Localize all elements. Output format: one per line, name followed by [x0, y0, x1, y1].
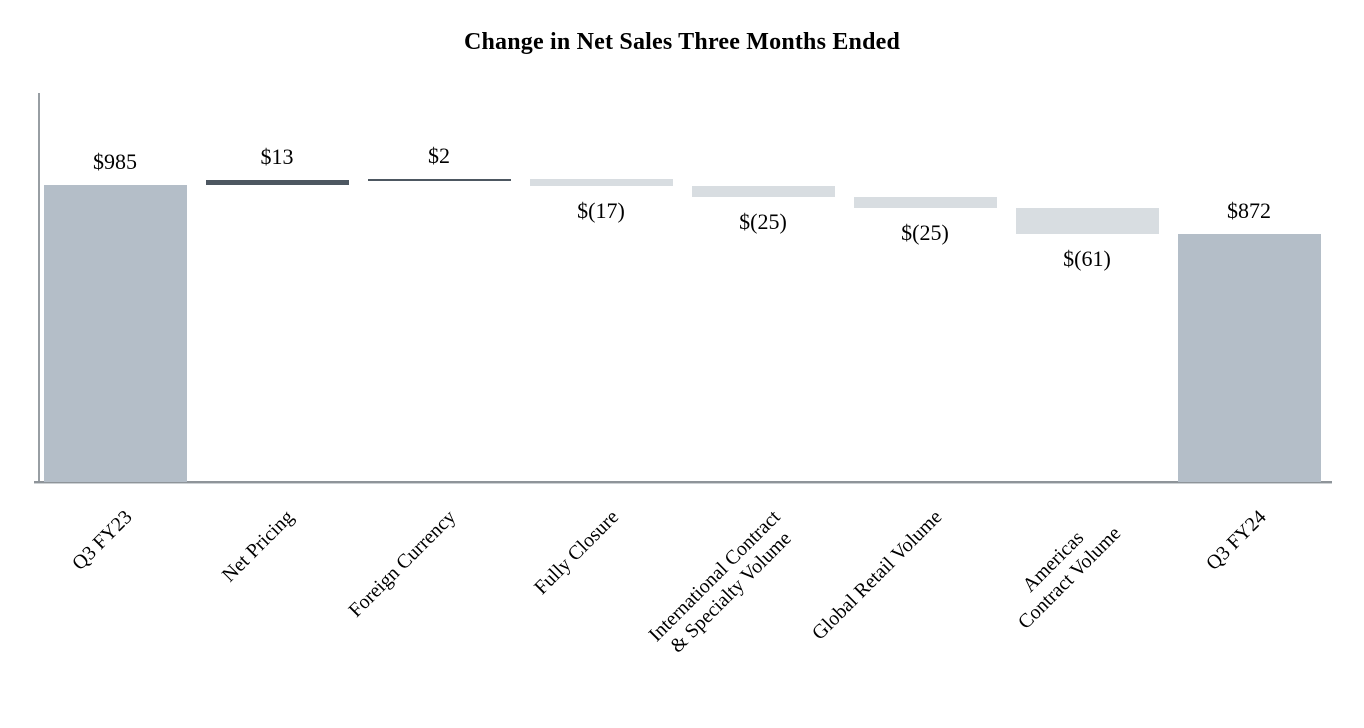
- value-label-q3-fy23: $985: [93, 149, 137, 175]
- bar-q3-fy23: [43, 185, 187, 482]
- value-label-foreign-currency: $2: [428, 142, 450, 168]
- category-label-q3-fy23: Q3 FY23: [67, 506, 137, 575]
- bar-foreign-currency: [367, 178, 511, 182]
- category-label-international-contract-specialty-volume: International Contract & Specialty Volum…: [644, 506, 796, 658]
- category-label-net-pricing: Net Pricing: [218, 506, 299, 587]
- x-axis-line: [34, 481, 1332, 484]
- value-label-americas-contract-volume: $(61): [1063, 246, 1111, 272]
- bar-q3-fy24: [1177, 234, 1321, 482]
- value-label-fully-closure: $(17): [577, 198, 625, 224]
- bar-fully-closure: [529, 178, 673, 187]
- category-label-q3-fy24: Q3 FY24: [1201, 506, 1271, 575]
- bar-net-pricing: [205, 179, 349, 186]
- value-label-international-contract-specialty-volume: $(25): [739, 208, 787, 234]
- category-label-americas-contract-volume: Americas Contract Volume: [1013, 522, 1125, 634]
- value-label-q3-fy24: $872: [1227, 198, 1271, 224]
- y-axis-line: [38, 93, 40, 483]
- category-label-global-retail-volume: Global Retail Volume: [808, 506, 947, 645]
- bar-international-contract-specialty-volume: [691, 186, 835, 197]
- bar-americas-contract-volume: [1015, 207, 1159, 235]
- value-label-global-retail-volume: $(25): [901, 219, 949, 245]
- bar-global-retail-volume: [853, 196, 997, 208]
- chart-title: Change in Net Sales Three Months Ended: [463, 29, 901, 55]
- category-label-foreign-currency: Foreign Currency: [344, 506, 461, 622]
- value-label-net-pricing: $13: [260, 143, 294, 169]
- category-label-fully-closure: Fully Closure: [529, 506, 623, 599]
